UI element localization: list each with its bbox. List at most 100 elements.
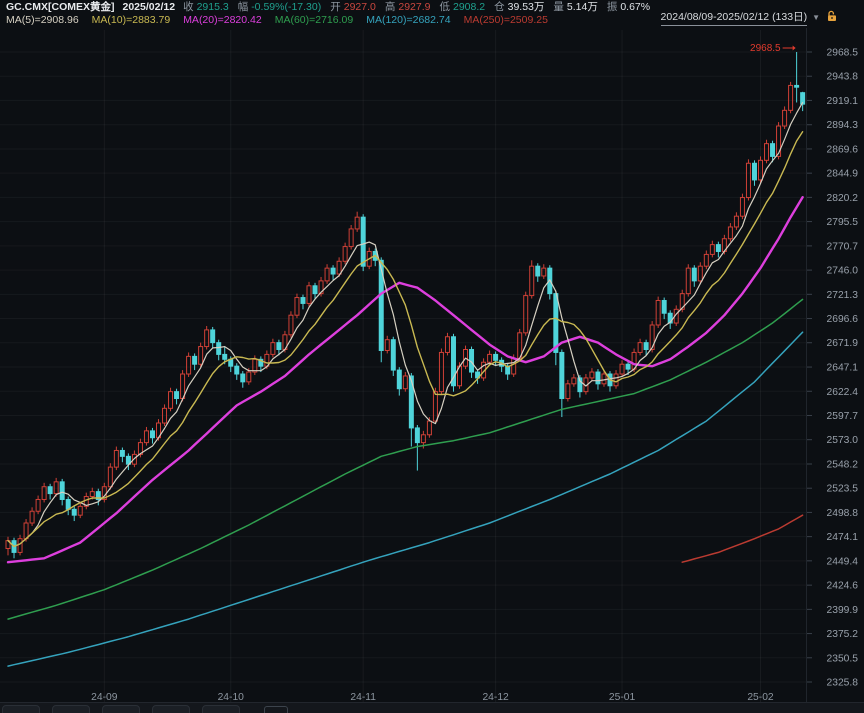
candle-body [348, 228, 354, 248]
y-axis-label: 2869.6 [827, 144, 859, 155]
candle-body [788, 84, 794, 111]
candle-body [715, 244, 721, 252]
candle-body [312, 285, 318, 295]
candle-body [709, 244, 715, 255]
chevron-down-icon[interactable]: ▼ [812, 13, 820, 22]
candle-body [47, 486, 53, 495]
ma-legend-item: MA(20)=2820.42 [183, 14, 262, 26]
y-axis-label: 2597.7 [827, 411, 859, 422]
high-annotation-label: 2968.5 [750, 43, 781, 54]
candle-body [776, 125, 782, 157]
candle-body [523, 295, 529, 334]
period-tab-4[interactable] [152, 705, 190, 713]
candle-body [559, 351, 565, 400]
candle-body [402, 375, 408, 390]
quote-field: 开 2927.0 [330, 1, 376, 13]
ma-legend-item: MA(60)=2716.09 [274, 14, 354, 26]
candle-body [378, 259, 384, 351]
candle-body [324, 267, 330, 282]
candle-body [198, 346, 204, 365]
y-axis-label: 2474.1 [827, 532, 859, 543]
candle-body [667, 312, 673, 324]
candle-body [89, 491, 95, 498]
candle-body [589, 371, 595, 379]
candle-body [174, 391, 180, 400]
candle-body [577, 377, 583, 393]
candle-body [119, 449, 125, 457]
quote-field: 高 2927.9 [384, 1, 431, 13]
high-annotation-arrowhead [792, 45, 796, 51]
candle-body [294, 297, 300, 316]
candle-body [553, 293, 559, 353]
candle-body [17, 538, 23, 553]
y-axis-label: 2844.9 [827, 169, 859, 180]
y-axis-label: 2622.4 [827, 387, 859, 398]
candle-body [186, 355, 192, 375]
quote-date: 2025/02/12 [122, 1, 176, 13]
candle-body [625, 363, 631, 370]
y-axis-label: 2548.2 [827, 459, 859, 470]
candle-body [65, 498, 71, 510]
candle-body [432, 391, 438, 422]
candle-body [649, 324, 655, 351]
candle-body [77, 505, 83, 516]
date-range-selector[interactable]: 2024/08/09-2025/02/12 (133日) ▼ [660, 9, 838, 26]
y-axis-label: 2746.0 [827, 266, 859, 277]
candle-body [354, 216, 360, 230]
lock-icon[interactable] [826, 10, 838, 25]
period-tab-3[interactable] [102, 705, 140, 713]
candle-body [53, 481, 59, 495]
bottom-toolbar [0, 702, 864, 713]
ma-legend-item: MA(5)=2908.96 [6, 14, 79, 26]
candle-body [727, 226, 733, 240]
candle-body [342, 246, 348, 262]
candle-body [782, 109, 788, 127]
candle-body [168, 391, 174, 409]
candle-body [619, 363, 625, 375]
y-axis-label: 2647.1 [827, 363, 859, 374]
candle-body [270, 342, 276, 355]
period-tab-2[interactable] [52, 705, 90, 713]
quote-field: 仓 39.53万 [494, 1, 545, 13]
ma-legend-item: MA(10)=2883.79 [91, 14, 171, 26]
quote-field: 低 2908.2 [439, 1, 486, 13]
candle-body [149, 430, 155, 439]
quote-field: 收 2915.3 [183, 1, 229, 13]
candle-body [414, 427, 420, 444]
candle-body [396, 369, 402, 390]
candle-body [595, 371, 601, 385]
candle-body [535, 265, 541, 277]
y-axis-label: 2424.6 [827, 581, 859, 592]
date-range-label: 2024/08/09-2025/02/12 (133日) [660, 9, 808, 26]
x-axis-label: 24-10 [218, 692, 245, 703]
candle-body [240, 373, 246, 383]
symbol-title: GC.CMX[COMEX黄金] [6, 1, 115, 13]
candle-body [487, 353, 493, 363]
x-axis-label: 25-01 [609, 692, 636, 703]
y-axis-label: 2770.7 [827, 241, 859, 252]
candle-body [643, 342, 649, 351]
candle-body [426, 420, 432, 436]
x-axis-label: 24-11 [350, 692, 376, 703]
candle-body [758, 159, 763, 181]
candle-body [770, 143, 776, 157]
candle-body [794, 84, 800, 88]
candle-body [192, 355, 198, 365]
period-tab-1[interactable] [2, 705, 40, 713]
candle-body [745, 162, 751, 199]
period-tab-5[interactable] [202, 705, 240, 713]
ma-line-ma20 [6, 195, 804, 564]
y-axis-label: 2350.5 [827, 653, 859, 664]
candle-body [41, 486, 47, 500]
ma-legend-item: MA(120)=2682.74 [366, 14, 451, 26]
toolbar-add-button[interactable] [264, 706, 288, 713]
candle-body [222, 353, 228, 360]
y-axis-label: 2721.3 [827, 290, 859, 301]
candle-body [143, 430, 149, 444]
candle-body [661, 299, 667, 314]
candle-body [764, 143, 770, 161]
candle-body [107, 466, 113, 488]
candle-body [258, 358, 264, 367]
